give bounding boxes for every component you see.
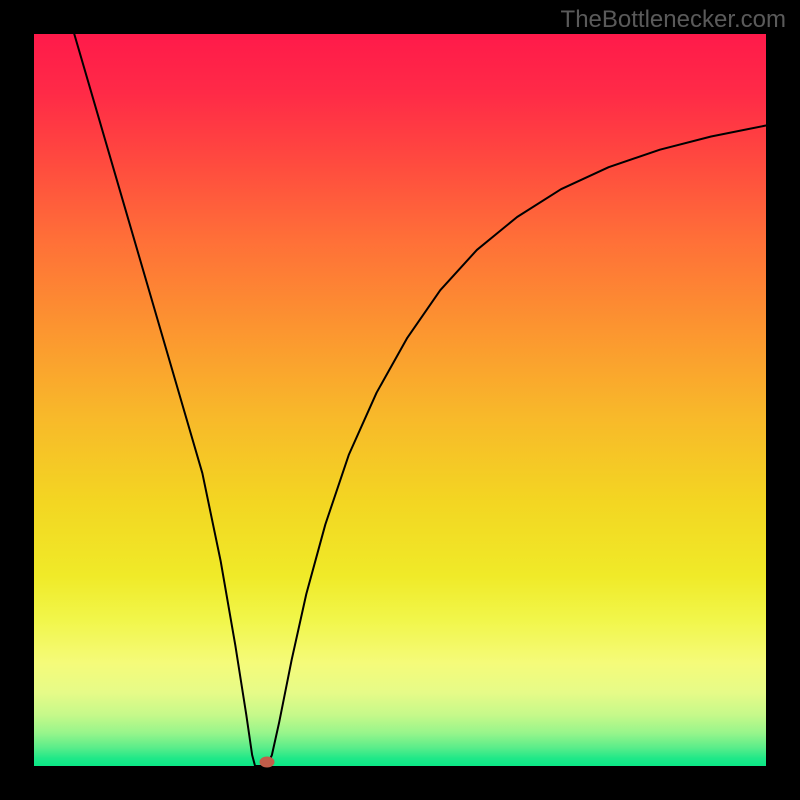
optimum-marker	[259, 756, 274, 767]
bottleneck-curve	[34, 34, 766, 766]
watermark-text: TheBottlenecker.com	[561, 6, 786, 34]
chart-inner-frame	[34, 34, 766, 766]
